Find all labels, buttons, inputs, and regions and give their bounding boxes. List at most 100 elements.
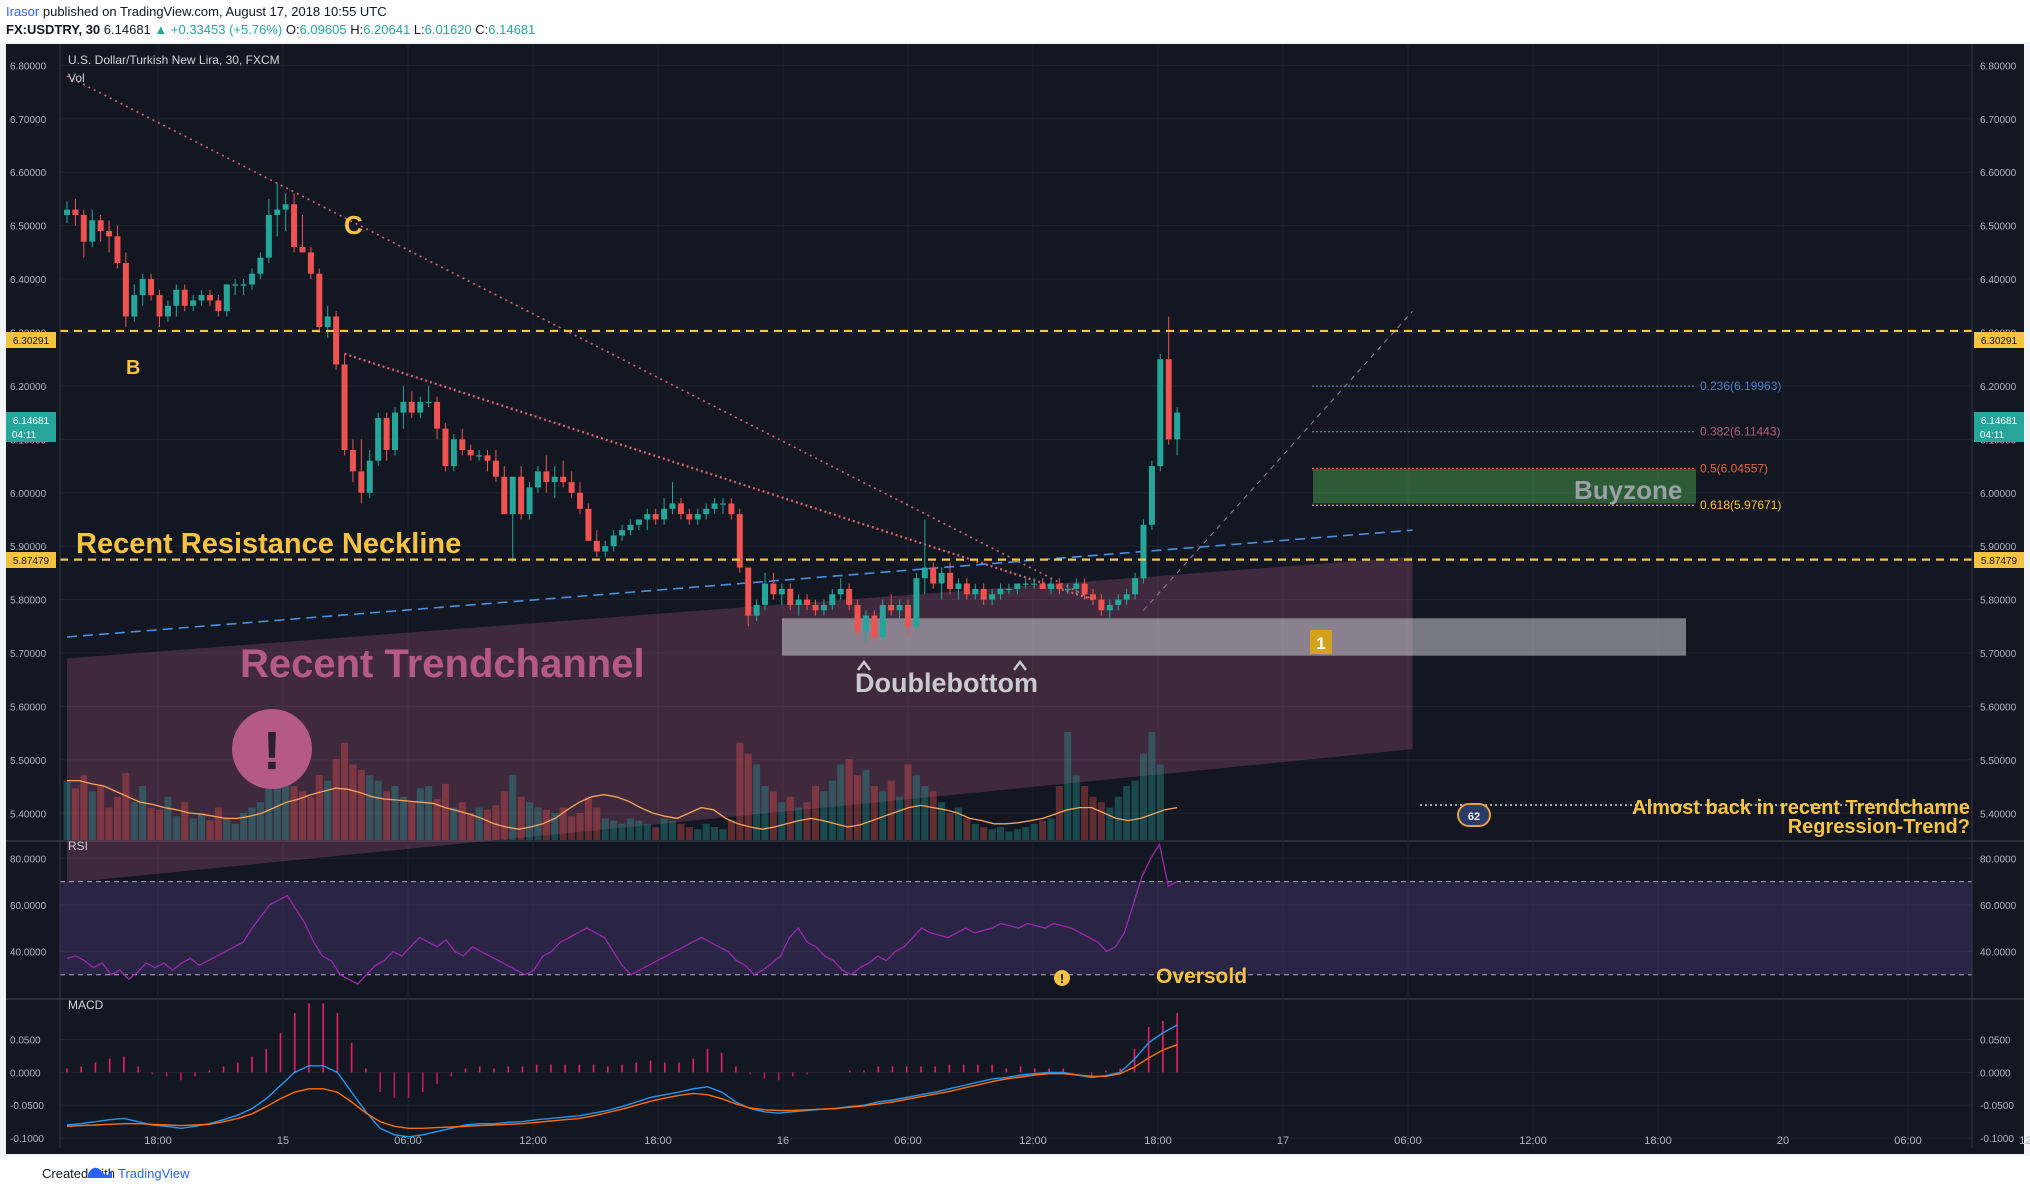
volume-bar: [181, 802, 189, 840]
candle: [64, 201, 70, 223]
candle: [206, 289, 213, 306]
candle: [635, 519, 642, 531]
close-label: C:: [475, 22, 489, 37]
last-price-tag-right: [1974, 412, 2024, 442]
volume-bar: [568, 816, 576, 840]
volume-bar: [870, 786, 878, 840]
volume-bar: [214, 807, 222, 840]
volume-bar: [1148, 732, 1156, 840]
candle: [686, 508, 693, 525]
candle-body: [778, 588, 785, 595]
trendchannel-note-line1: Almost back in recent Trendchanne: [1632, 797, 1970, 819]
candle: [1140, 519, 1147, 584]
signal-line: [66, 1044, 1178, 1129]
candle: [551, 466, 558, 499]
candle: [492, 450, 499, 483]
volume-bar: [357, 769, 365, 840]
volume-bar: [803, 802, 811, 840]
candle: [1031, 578, 1038, 589]
tradingview-link[interactable]: TradingView: [118, 1166, 190, 1181]
candle-body: [669, 503, 676, 509]
tradingview-logo-icon[interactable]: [86, 1164, 114, 1182]
time-tick: 12:00: [1019, 1135, 1047, 1147]
warning-mark: !: [263, 721, 281, 781]
volume-bar: [1156, 764, 1164, 840]
candle-body: [1140, 524, 1147, 579]
volume-bar: [441, 783, 449, 840]
descending-trendline-2: [344, 352, 1094, 601]
rsi-band-fill: [60, 881, 1972, 975]
candle-body: [257, 257, 264, 274]
price-tick-left: 5.60000: [10, 702, 47, 713]
volume-bar: [610, 820, 618, 840]
candle-body: [333, 316, 340, 365]
candle: [568, 471, 575, 499]
candle: [291, 193, 298, 253]
candle: [1064, 583, 1071, 595]
candle: [677, 498, 684, 520]
candle: [164, 300, 171, 322]
countdown-left: 04:11: [12, 430, 37, 441]
candle: [1056, 578, 1063, 595]
author-link[interactable]: Irasor: [6, 4, 40, 19]
rsi-tick-right: 60.0000: [1980, 901, 2017, 912]
price-tick-left: 6.00000: [10, 489, 47, 500]
marker-one: 1: [1316, 634, 1325, 653]
candle-body: [719, 503, 726, 505]
volume-bar: [845, 759, 853, 840]
volume-bar: [240, 813, 248, 840]
candle: [871, 610, 878, 643]
candle-body: [249, 273, 256, 285]
grid-lines: [6, 44, 2024, 1148]
chart-canvas[interactable]: 0.236(6.19963) 0.382(6.11443) 0.5(6.04557)…: [0, 42, 2030, 1156]
candle: [417, 396, 424, 418]
volume-bar: [458, 802, 466, 840]
doublebottom-label: Doublebottom: [855, 668, 1038, 698]
publish-info: published on TradingView.com, August 17,…: [42, 4, 387, 19]
high-label: H:: [350, 22, 364, 37]
candle: [1098, 594, 1105, 616]
candle-body: [736, 514, 743, 568]
price-tick-left: 6.60000: [10, 168, 47, 179]
oversold-marker-glyph: !: [1060, 971, 1064, 986]
volume-bar: [1123, 786, 1131, 840]
volume-bar: [929, 791, 937, 840]
candle: [745, 567, 752, 627]
candle-body: [459, 439, 466, 451]
candle-body: [324, 316, 331, 328]
candle-body: [711, 503, 718, 509]
candle-body: [1022, 583, 1029, 585]
candle: [854, 599, 861, 637]
volume-bar: [896, 796, 904, 840]
candle: [72, 198, 79, 226]
candle: [644, 508, 651, 531]
candle: [240, 279, 247, 296]
volume-bar: [105, 807, 113, 840]
footer-bar: Created with TradingView: [0, 1156, 2030, 1190]
event-bubble[interactable]: [1457, 803, 1491, 827]
candlesticks[interactable]: [64, 182, 1181, 643]
candle-body: [879, 604, 886, 637]
candle-body: [871, 615, 878, 637]
countdown-right: 04:11: [1980, 430, 2005, 441]
volume-bar: [341, 742, 349, 840]
candle: [762, 572, 769, 611]
candle-body: [492, 460, 499, 477]
chart-background: [6, 44, 2024, 1154]
price-tick-left: 6.80000: [10, 61, 47, 72]
symbol-line: FX:USDTRY, 30 6.14681 ▲ +0.33453 (+5.76%…: [6, 22, 535, 37]
candle: [307, 247, 314, 280]
candle: [602, 540, 609, 557]
volume-bar: [820, 791, 828, 840]
price-tick-right: 5.90000: [1980, 542, 2017, 553]
volume-bar: [921, 786, 929, 840]
volume-bar: [786, 796, 794, 840]
last-price-tag-left-text: 6.14681: [13, 416, 50, 427]
candle-body: [1039, 583, 1046, 589]
candle: [1106, 599, 1113, 621]
candle-body: [1123, 594, 1130, 600]
rsi-title: RSI: [68, 839, 88, 853]
volume-bar: [147, 807, 155, 840]
candle-body: [181, 289, 188, 306]
trendchannel-note-line2: Regression-Trend?: [1788, 816, 1970, 838]
